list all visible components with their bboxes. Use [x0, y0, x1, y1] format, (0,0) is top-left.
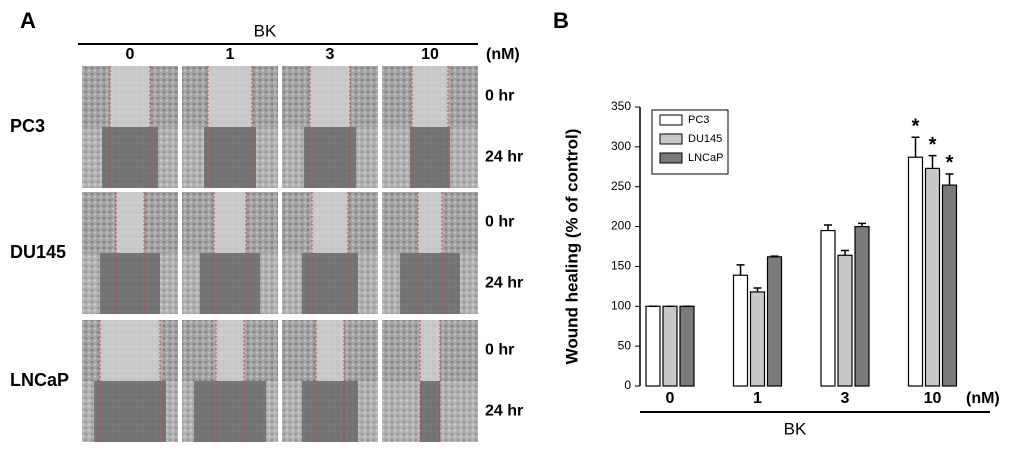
- error-bar: [858, 222, 866, 227]
- wound-gap: [420, 381, 440, 442]
- wound-gap: [312, 192, 348, 253]
- wound-gap: [110, 66, 150, 127]
- wound-gap: [208, 66, 252, 127]
- wound-gap: [412, 66, 448, 127]
- y-tick-label: 200: [611, 219, 631, 233]
- error-bar: [945, 173, 954, 186]
- bar: [854, 225, 870, 387]
- y-tick-label: 0: [624, 378, 631, 392]
- bar: [732, 274, 749, 387]
- bar: [645, 305, 661, 387]
- wound-gap: [410, 127, 450, 188]
- legend-swatch: [659, 114, 683, 126]
- legend-label: DU145: [688, 133, 722, 145]
- time-label: 0 hr: [485, 342, 514, 359]
- error-bar: [911, 136, 920, 158]
- x-axis-title: BK: [784, 419, 807, 438]
- wound-gap: [214, 192, 246, 253]
- wound-gap: [102, 127, 158, 188]
- significance-marker: *: [946, 152, 954, 174]
- unit-label: (nM): [486, 46, 520, 63]
- treatment-label: BK: [254, 21, 277, 40]
- dose-label: 3: [326, 46, 335, 63]
- panel-label: B: [553, 8, 569, 33]
- legend-label: PC3: [688, 114, 709, 126]
- wound-gap: [204, 127, 256, 188]
- y-tick-label: 250: [611, 179, 631, 193]
- significance-marker: *: [912, 116, 920, 138]
- y-tick-label: 100: [611, 298, 631, 312]
- wound-gap: [100, 320, 160, 381]
- wound-gap: [304, 127, 356, 188]
- bar: [679, 305, 695, 387]
- dose-label: 10: [421, 46, 439, 63]
- wound-gap: [302, 253, 358, 314]
- cell-line-label: DU145: [10, 242, 66, 262]
- time-label: 24 hr: [485, 149, 523, 166]
- error-bar: [928, 154, 937, 169]
- wound-gap: [200, 253, 260, 314]
- error-bar: [824, 224, 832, 231]
- bar: [820, 229, 836, 387]
- error-bar: [753, 287, 762, 292]
- x-tick-label: 10: [924, 390, 942, 407]
- time-label: 24 hr: [485, 275, 523, 292]
- y-tick-label: 350: [611, 99, 631, 113]
- cell-line-label: LNCaP: [10, 370, 69, 390]
- dose-label: 0: [126, 46, 135, 63]
- bar: [662, 305, 678, 387]
- legend-swatch: [659, 133, 683, 145]
- x-tick-label: 3: [841, 390, 850, 407]
- wound-gap: [316, 320, 344, 381]
- bar: [766, 256, 783, 387]
- bar: [907, 156, 924, 387]
- legend-swatch: [659, 152, 683, 164]
- wound-gap: [94, 381, 166, 442]
- x-unit-label: (nM): [966, 390, 1000, 407]
- bar: [941, 184, 958, 387]
- error-bar: [770, 255, 779, 257]
- legend-label: LNCaP: [688, 152, 723, 164]
- wound-gap: [418, 192, 442, 253]
- wound-gap: [100, 253, 160, 314]
- cell-line-label: PC3: [10, 116, 45, 136]
- error-bar: [736, 264, 745, 276]
- bar: [837, 254, 853, 387]
- time-label: 0 hr: [485, 214, 514, 231]
- wound-gap: [420, 320, 440, 381]
- bar: [924, 167, 941, 387]
- time-label: 24 hr: [485, 403, 523, 420]
- x-tick-label: 0: [666, 390, 675, 407]
- y-tick-label: 300: [611, 139, 631, 153]
- x-tick-label: 1: [753, 390, 762, 407]
- panel-label: A: [20, 8, 36, 33]
- wound-gap: [116, 192, 144, 253]
- wound-gap: [216, 320, 244, 381]
- bar: [749, 291, 766, 387]
- y-tick-label: 150: [611, 259, 631, 273]
- y-axis-title: Wound healing (% of control): [562, 129, 581, 365]
- error-bar: [841, 249, 849, 256]
- dose-label: 1: [226, 46, 235, 63]
- wound-gap: [400, 253, 460, 314]
- significance-marker: *: [929, 134, 937, 156]
- wound-gap: [310, 66, 350, 127]
- y-tick-label: 50: [618, 338, 632, 352]
- time-label: 0 hr: [485, 88, 514, 105]
- wound-gap: [302, 381, 358, 442]
- wound-gap: [194, 381, 266, 442]
